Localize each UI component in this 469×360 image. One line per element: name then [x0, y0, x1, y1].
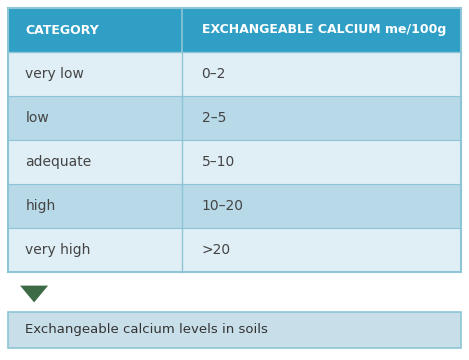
Text: 10–20: 10–20 — [202, 199, 243, 213]
Bar — [8, 140, 461, 184]
Bar — [8, 52, 461, 96]
Polygon shape — [20, 285, 48, 302]
Text: very low: very low — [25, 67, 84, 81]
Text: 0–2: 0–2 — [202, 67, 226, 81]
Text: Exchangeable calcium levels in soils: Exchangeable calcium levels in soils — [25, 324, 268, 337]
Text: 2–5: 2–5 — [202, 111, 226, 125]
Bar — [8, 276, 461, 312]
Text: CATEGORY: CATEGORY — [25, 23, 99, 36]
Text: EXCHANGEABLE CALCIUM me/100g: EXCHANGEABLE CALCIUM me/100g — [202, 23, 446, 36]
Text: adequate: adequate — [25, 155, 91, 169]
Bar — [8, 8, 461, 272]
Text: high: high — [25, 199, 56, 213]
Bar — [8, 228, 461, 272]
Bar — [8, 184, 461, 228]
Text: very high: very high — [25, 243, 91, 257]
Bar — [8, 312, 461, 348]
Text: >20: >20 — [202, 243, 231, 257]
Text: low: low — [25, 111, 49, 125]
Bar — [8, 8, 461, 52]
Bar — [8, 96, 461, 140]
Bar — [8, 312, 461, 348]
Text: 5–10: 5–10 — [202, 155, 235, 169]
